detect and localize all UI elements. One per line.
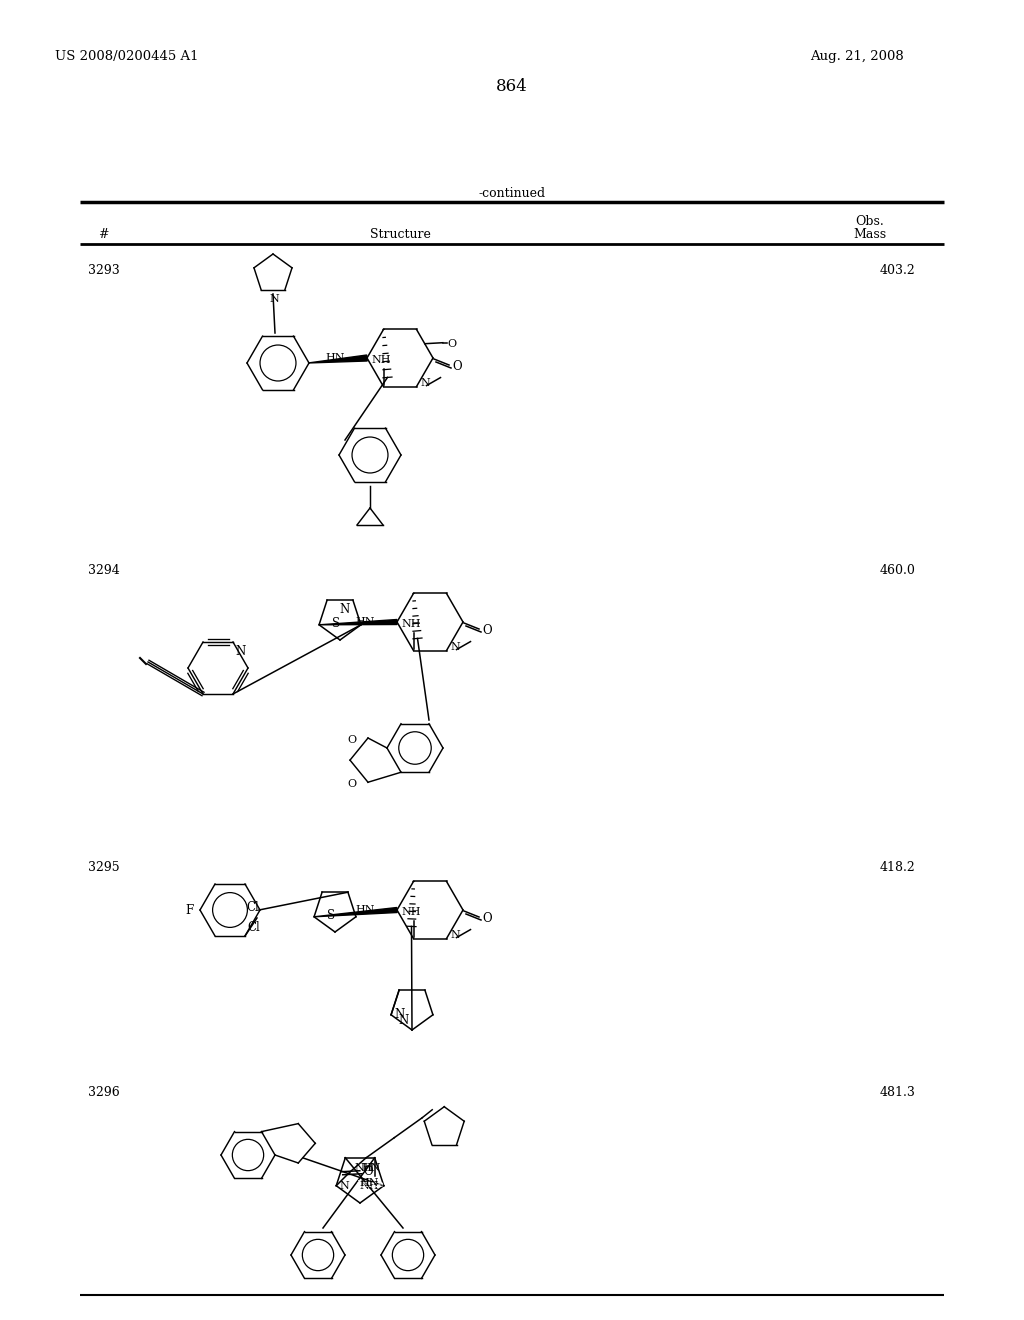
Text: O: O — [347, 735, 356, 744]
Text: 3296: 3296 — [88, 1086, 120, 1100]
Text: HN: HN — [359, 1177, 379, 1188]
Text: imine: imine — [357, 1180, 384, 1189]
Text: N: N — [421, 378, 430, 388]
Text: 864: 864 — [496, 78, 528, 95]
Text: #: # — [98, 228, 109, 242]
Text: N: N — [398, 1014, 409, 1027]
Text: 403.2: 403.2 — [880, 264, 915, 277]
Text: Structure: Structure — [370, 228, 430, 242]
Text: S: S — [327, 909, 335, 921]
Text: 481.3: 481.3 — [880, 1086, 915, 1100]
Text: O: O — [482, 623, 492, 636]
Text: Aug. 21, 2008: Aug. 21, 2008 — [810, 50, 904, 63]
Text: 460.0: 460.0 — [880, 564, 915, 577]
Text: HN: HN — [355, 906, 375, 915]
Text: S: S — [332, 616, 340, 630]
Text: NH: NH — [359, 1180, 379, 1191]
Text: N: N — [340, 603, 350, 616]
Text: 3294: 3294 — [88, 564, 120, 577]
Text: F: F — [185, 903, 194, 916]
Polygon shape — [319, 619, 397, 624]
Text: HN: HN — [360, 1163, 381, 1172]
Text: Obs.: Obs. — [856, 215, 885, 228]
Text: N: N — [339, 1180, 349, 1191]
Polygon shape — [308, 355, 368, 363]
Text: O: O — [482, 912, 492, 924]
Text: 418.2: 418.2 — [880, 861, 915, 874]
Text: -continued: -continued — [478, 187, 546, 201]
Text: O: O — [347, 779, 356, 789]
Text: NH: NH — [354, 1163, 374, 1172]
Text: N: N — [269, 294, 279, 304]
Text: NH: NH — [372, 355, 391, 364]
Text: 3295: 3295 — [88, 861, 120, 874]
Text: Cl: Cl — [247, 921, 260, 935]
Text: NH: NH — [401, 619, 421, 628]
Text: Mass: Mass — [853, 228, 887, 242]
Text: N: N — [451, 929, 460, 940]
Text: N: N — [394, 1008, 404, 1022]
Text: Cl: Cl — [247, 902, 259, 913]
Polygon shape — [314, 908, 397, 917]
Text: O: O — [452, 359, 462, 372]
Text: N: N — [234, 645, 246, 657]
Text: O: O — [364, 1166, 374, 1179]
Text: O: O — [447, 339, 457, 348]
Text: NH: NH — [401, 907, 421, 916]
Text: HN: HN — [355, 616, 375, 627]
Text: 3293: 3293 — [88, 264, 120, 277]
Text: N: N — [451, 642, 460, 652]
Text: HN: HN — [326, 352, 345, 363]
Text: US 2008/0200445 A1: US 2008/0200445 A1 — [55, 50, 199, 63]
